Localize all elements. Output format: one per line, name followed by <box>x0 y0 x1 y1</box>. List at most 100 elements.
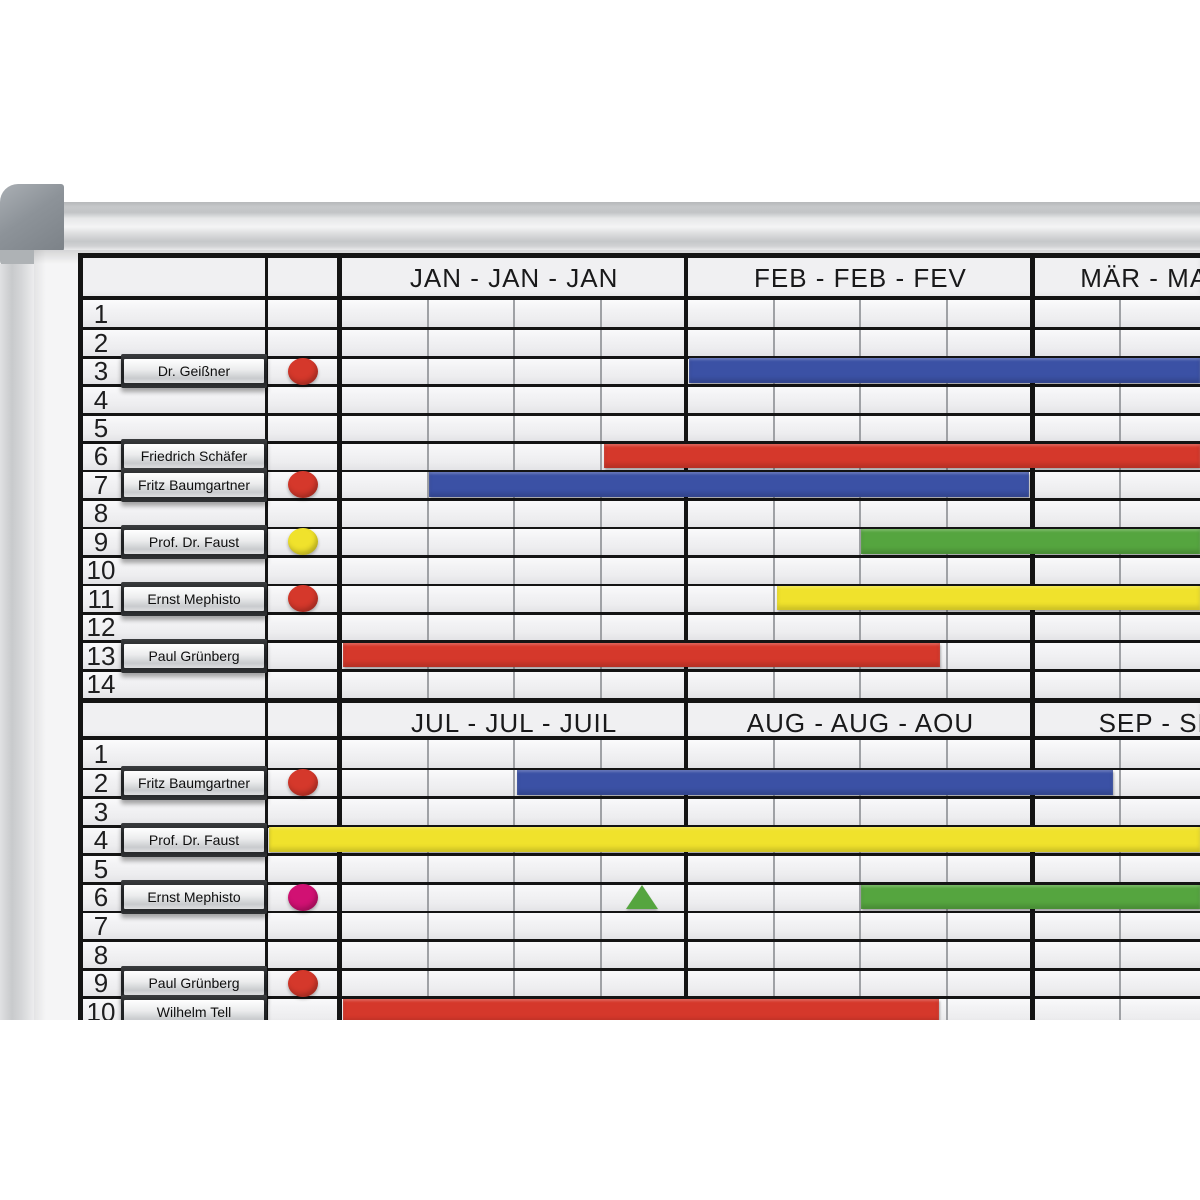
row-number: 14 <box>86 669 116 700</box>
frame-corner-top-left <box>0 184 64 254</box>
grid-line-v <box>78 253 83 1020</box>
row-number: 7 <box>93 469 109 500</box>
magnet-bar-green <box>861 884 1200 910</box>
month-header-label: AUG - AUG - AOU <box>746 708 975 738</box>
magnet-dot-yellow <box>288 528 318 556</box>
grid-line-h <box>78 967 1200 971</box>
row-number: 11 <box>87 583 115 614</box>
board-left-shadow <box>34 250 46 1020</box>
row-number: 9 <box>93 968 109 999</box>
row-number: 10 <box>86 555 116 586</box>
magnet-dot-red <box>288 969 318 997</box>
row-number: 4 <box>93 384 109 415</box>
grid-line-h-thick <box>78 253 1200 258</box>
grid-line-h <box>78 355 1200 359</box>
week-grid-line <box>513 740 516 1020</box>
name-plate-label: Paul Grünberg <box>124 643 264 668</box>
grid-line-h <box>78 767 1200 771</box>
grid-line-v <box>1030 253 1035 1020</box>
name-plate-label: Ernst Mephisto <box>124 885 264 910</box>
magnet-bar-red <box>604 443 1200 469</box>
row-number: 8 <box>93 939 109 970</box>
grid-line-h <box>78 498 1200 501</box>
grid-line-h <box>78 910 1200 914</box>
name-plate-label: Ernst Mephisto <box>124 586 264 611</box>
grid-line-h <box>78 412 1200 416</box>
frame-left-rail <box>0 264 34 1020</box>
grid-line-h-thick <box>78 736 1200 740</box>
grid-line-h <box>78 640 1200 644</box>
row-number: 1 <box>93 299 109 330</box>
magnet-bar-yellow <box>777 586 1200 611</box>
row-number: 2 <box>93 767 109 798</box>
magnet-bar-green <box>861 529 1200 554</box>
row-number: 8 <box>93 498 109 529</box>
week-grid-line <box>599 740 602 1020</box>
name-plate: Paul Grünberg <box>121 966 267 1001</box>
name-plate: Wilhelm Tell <box>121 994 267 1020</box>
name-plate: Fritz Baumgartner <box>121 467 267 502</box>
grid-line-h <box>78 996 1200 1000</box>
grid-line-h <box>78 824 1200 828</box>
row-number: 10 <box>86 996 116 1020</box>
magnet-dot-red <box>288 357 318 385</box>
magnet-bar-blue <box>689 358 1200 383</box>
name-plate-label: Paul Grünberg <box>124 971 264 996</box>
week-grid-line <box>426 740 429 1020</box>
planner-grid: JAN - JAN - JAN FEB - FEB - FEV MÄR - MAR … <box>78 253 1200 1020</box>
grid-line-v <box>264 253 268 1020</box>
week-grid-line <box>772 740 775 1020</box>
name-plate-label: Dr. Geißner <box>124 359 264 384</box>
month-header-label: MÄR - MAR - MARS <box>1080 263 1200 293</box>
grid-line-h <box>78 583 1200 587</box>
magnet-bar-blue <box>429 472 1029 497</box>
frame-top-rail <box>4 202 1200 250</box>
magnet-triangle-green <box>626 884 658 909</box>
name-plate: Dr. Geißner <box>121 354 267 389</box>
week-grid-line <box>859 740 862 1020</box>
grid-line-h <box>78 384 1200 388</box>
grid-line-h-thick <box>78 698 1200 703</box>
name-plate: Prof. Dr. Faust <box>121 524 267 559</box>
row-number: 7 <box>93 910 109 941</box>
row-number: 6 <box>93 882 109 913</box>
magnet-bar-red <box>343 642 940 668</box>
grid-line-h <box>78 441 1200 445</box>
grid-line-h <box>78 882 1200 885</box>
grid-line-h <box>78 853 1200 857</box>
grid-line-h <box>78 939 1200 942</box>
row-number: 1 <box>93 739 109 770</box>
grid-line-h <box>78 327 1200 331</box>
name-plate: Fritz Baumgartner <box>121 765 267 800</box>
month-header-label: SEP - SEP - SEP <box>1098 708 1200 738</box>
row-number: 3 <box>93 796 109 827</box>
month-header-label: JUL - JUL - JUIL <box>411 708 618 738</box>
name-plate: Paul Grünberg <box>121 638 267 673</box>
row-number: 2 <box>93 327 109 358</box>
grid-line-h <box>78 555 1200 558</box>
grid-line-h <box>78 611 1200 615</box>
grid-line-h <box>78 668 1200 672</box>
magnet-dot-red <box>288 585 318 613</box>
week-grid-line <box>946 740 949 1020</box>
row-number: 3 <box>93 356 109 387</box>
row-number: 9 <box>93 526 109 557</box>
grid-line-v <box>337 253 342 1020</box>
magnet-dot-magenta <box>288 883 318 911</box>
magnet-bar-red <box>343 998 939 1020</box>
row-number: 12 <box>86 612 116 643</box>
name-plate: Friedrich Schäfer <box>121 439 267 474</box>
week-grid-line <box>1119 740 1122 1020</box>
magnet-bar-blue <box>517 770 1113 795</box>
month-header-label: FEB - FEB - FEV <box>753 263 967 293</box>
name-plate-label: Wilhelm Tell <box>124 999 264 1020</box>
name-plate-label: Friedrich Schäfer <box>124 444 264 469</box>
grid-line-h <box>78 796 1200 799</box>
name-plate-label: Fritz Baumgartner <box>124 472 264 497</box>
row-number: 5 <box>93 853 109 884</box>
name-plate: Ernst Mephisto <box>121 581 267 616</box>
month-header-label: JAN - JAN - JAN <box>409 263 619 293</box>
grid-line-h <box>78 469 1200 473</box>
grid-line-v <box>683 253 688 1020</box>
